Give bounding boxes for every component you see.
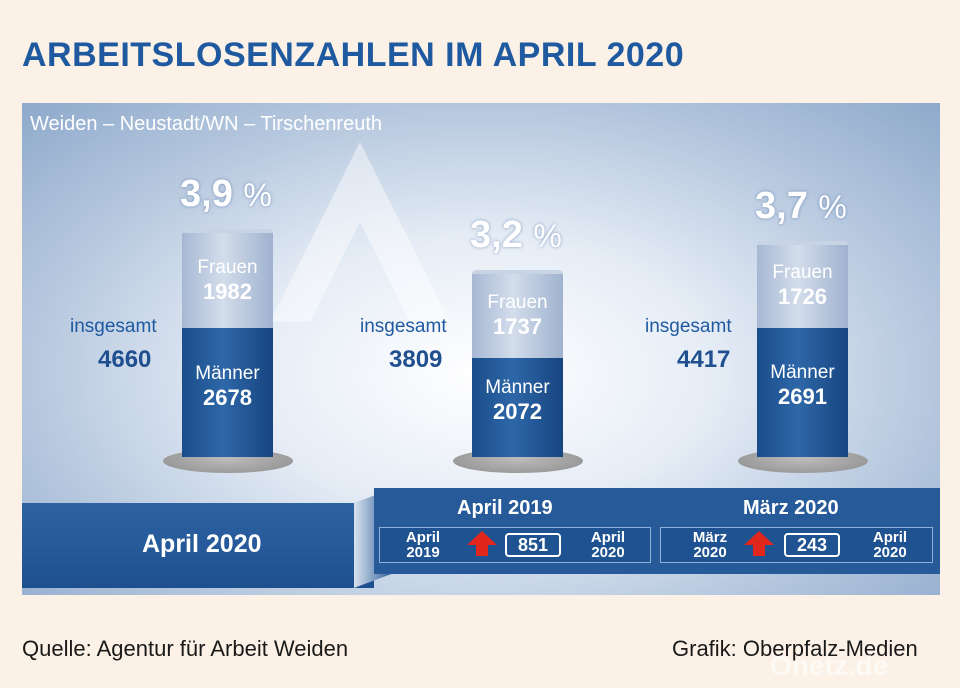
comparison-2-from: März 2020 <box>682 530 738 560</box>
comparison-2-from-year: 2020 <box>693 544 727 561</box>
comparison-2-difference: 243 <box>784 533 840 557</box>
comparison-2-title: März 2020 <box>743 497 839 519</box>
background-logo-icon <box>270 142 450 322</box>
comparison-1-to: April 2020 <box>580 530 636 560</box>
value-label-maenner: 2691 <box>778 384 827 410</box>
comparison-2-to-year: 2020 <box>873 544 907 561</box>
comparison-1-from-year: 2019 <box>406 544 440 561</box>
series-label-maenner: Männer <box>195 362 260 384</box>
source-note: Quelle: Agentur für Arbeit Weiden <box>22 636 349 661</box>
total-value: 3809 <box>389 346 443 373</box>
comparison-1-from-month: April <box>405 529 441 546</box>
series-label-frauen: Frauen <box>487 291 548 313</box>
stacked-bar: Frauen 1982 Männer 2678 <box>182 229 273 457</box>
bar-segment-frauen: Frauen 1737 <box>472 274 563 358</box>
comparison-1-title: April 2019 <box>457 497 553 519</box>
value-label-maenner: 2678 <box>203 384 252 410</box>
value-label-frauen: 1737 <box>493 313 542 339</box>
total-label: insgesamt <box>70 316 157 337</box>
chart-subtitle: Weiden – Neustadt/WN – Tirschenreuth <box>30 113 383 135</box>
series-label-maenner: Männer <box>485 377 550 399</box>
series-label-maenner: Männer <box>770 362 835 384</box>
comparison-2-from-month: März <box>692 529 728 546</box>
total-value: 4660 <box>98 346 152 373</box>
value-label-maenner: 2072 <box>493 399 542 425</box>
comparison-1-from: April 2019 <box>395 530 451 560</box>
comparison-2-to-month: April <box>872 529 908 546</box>
series-label-frauen: Frauen <box>772 262 833 284</box>
unemployment-rate-label: 3,2 % <box>470 214 562 257</box>
comparison-2-to: April 2020 <box>862 530 918 560</box>
unemployment-rate-label: 3,9 % <box>180 173 272 216</box>
bar-segment-maenner: Männer 2691 <box>757 327 848 457</box>
watermark-credit: Onetz.de <box>770 650 889 681</box>
bar-segment-maenner: Männer 2678 <box>182 328 273 457</box>
page-title: ARBEITSLOSENZAHLEN IM APRIL 2020 <box>22 36 685 74</box>
comparison-1-difference: 851 <box>505 533 561 557</box>
comparison-1-to-year: 2020 <box>591 544 625 561</box>
value-label-frauen: 1982 <box>203 278 252 304</box>
current-period-label: April 2020 <box>142 530 262 558</box>
bottom-left-block <box>22 503 374 588</box>
total-value: 4417 <box>677 346 731 373</box>
total-label: insgesamt <box>645 316 732 337</box>
unemployment-rate-label: 3,7 % <box>755 184 847 227</box>
graphic-credit: Grafik: Oberpfalz-Medien <box>672 636 918 661</box>
bar-segment-maenner: Männer 2072 <box>472 357 563 457</box>
stacked-bar: Frauen 1737 Männer 2072 <box>472 270 563 457</box>
value-label-frauen: 1726 <box>778 284 827 310</box>
bar-segment-frauen: Frauen 1982 <box>182 233 273 329</box>
stacked-bar: Frauen 1726 Männer 2691 <box>757 240 848 457</box>
bar-segment-frauen: Frauen 1726 <box>757 244 848 328</box>
total-label: insgesamt <box>360 316 447 337</box>
series-label-frauen: Frauen <box>197 256 258 278</box>
comparison-1-to-month: April <box>590 529 626 546</box>
